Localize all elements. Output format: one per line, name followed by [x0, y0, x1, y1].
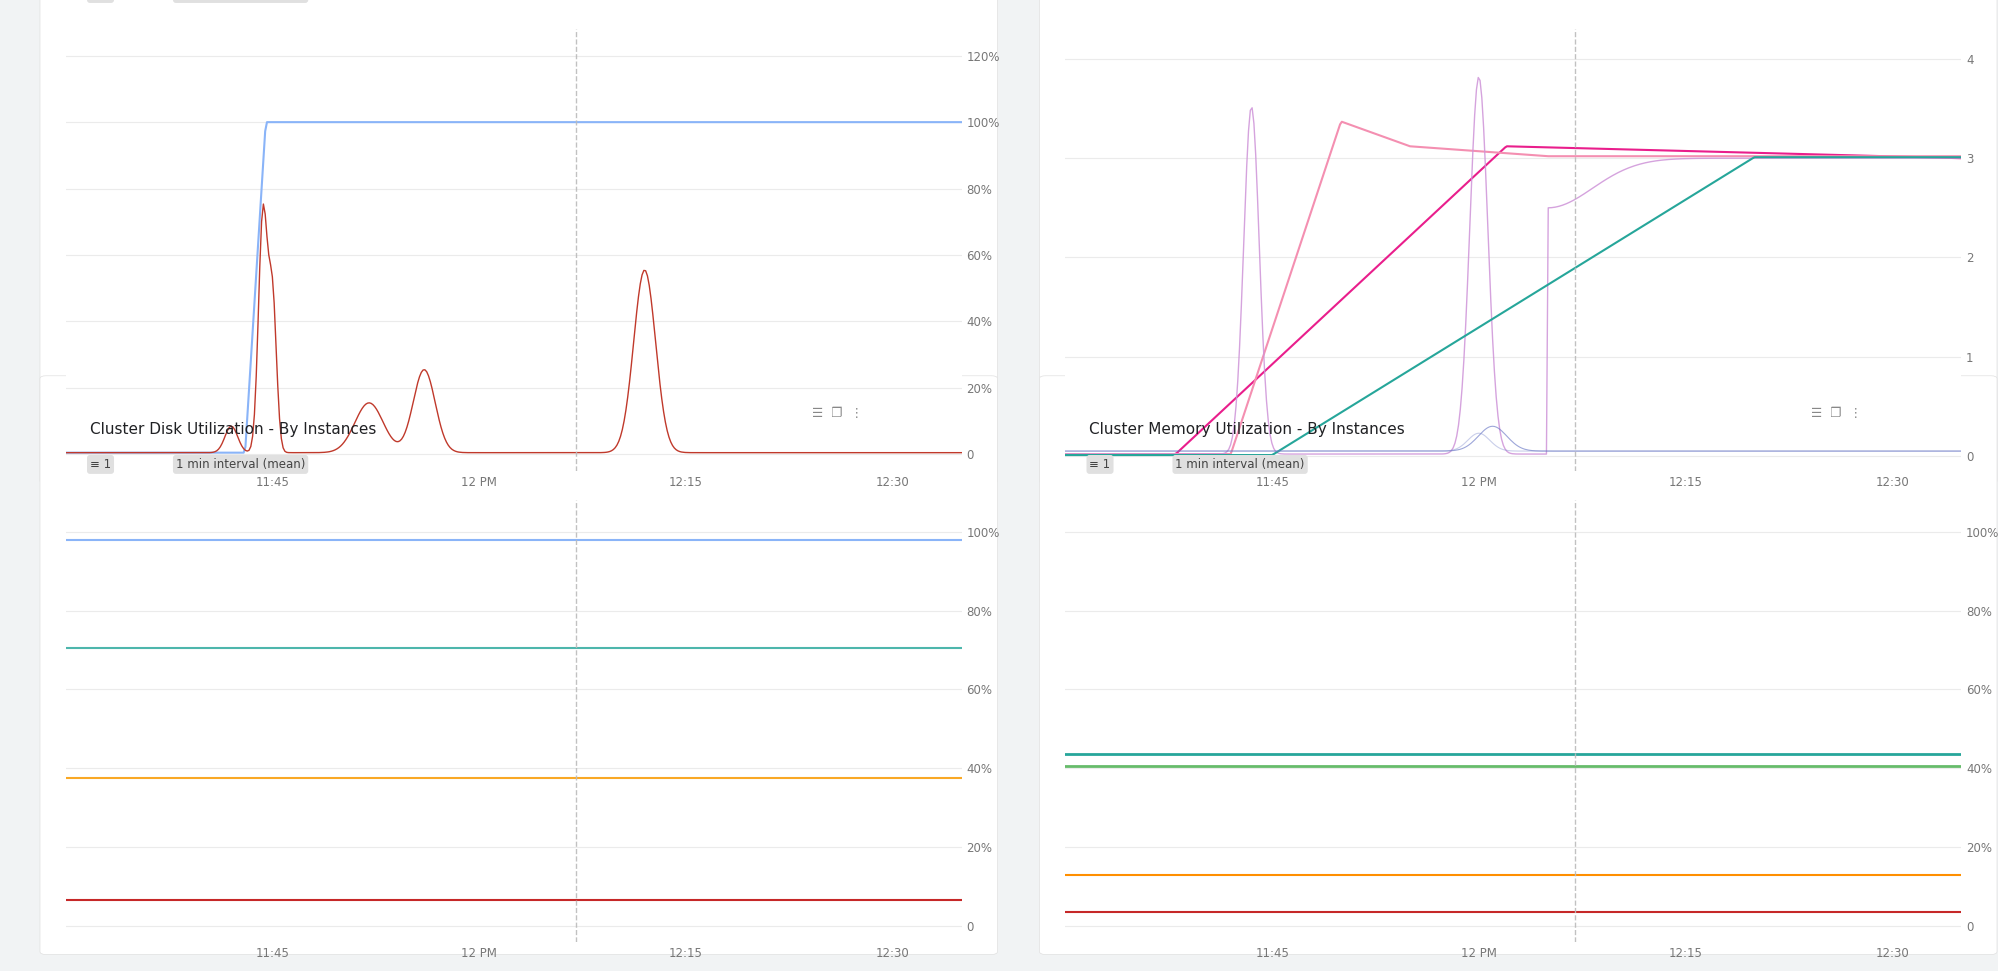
Text: Cluster Disk Utilization - By Instances: Cluster Disk Utilization - By Instances: [90, 422, 376, 437]
Text: ☰  ❐  ⋮: ☰ ❐ ⋮: [811, 408, 863, 420]
Text: 1 min interval (mean): 1 min interval (mean): [176, 458, 306, 471]
Text: ☰  ❐  ⋮: ☰ ❐ ⋮: [1810, 408, 1862, 420]
Text: 1 min interval (mean): 1 min interval (mean): [1175, 458, 1305, 471]
Text: ≡ 1: ≡ 1: [1089, 458, 1111, 471]
Text: ≡ 1: ≡ 1: [90, 458, 112, 471]
Text: Cluster Memory Utilization - By Instances: Cluster Memory Utilization - By Instance…: [1089, 422, 1405, 437]
